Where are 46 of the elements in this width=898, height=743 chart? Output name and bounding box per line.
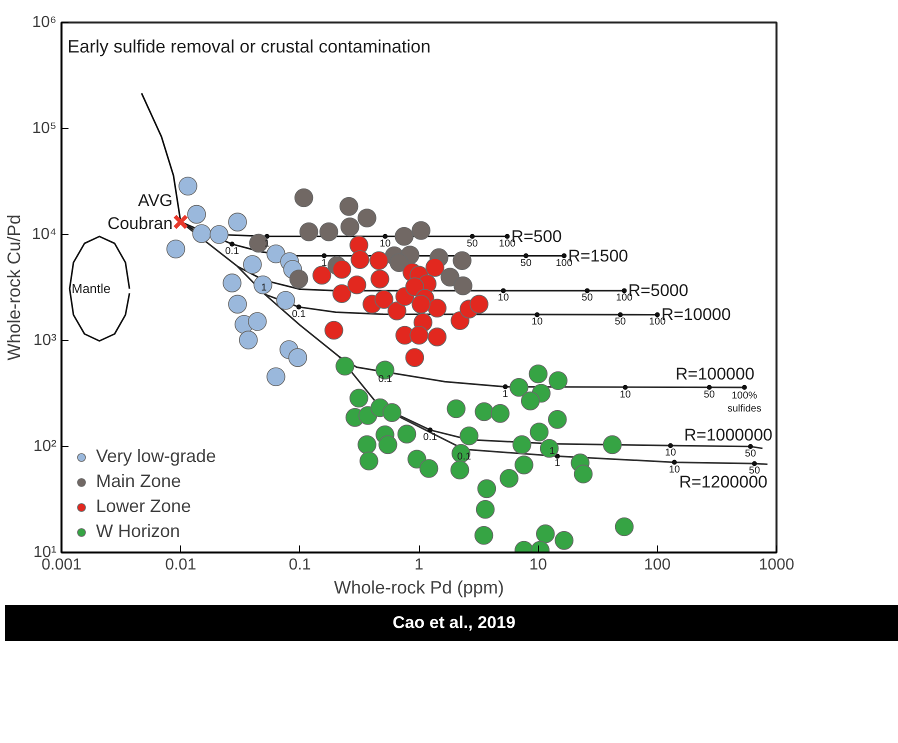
annotation: 10 (532, 316, 544, 328)
legend-label: W Horizon (96, 521, 180, 542)
y-tick-label: 10⁶ (32, 14, 57, 31)
annotation: 0.1 (423, 432, 438, 444)
annotation: 50 (466, 238, 478, 250)
annotation: AVG Coubran (107, 190, 173, 233)
x-tick-label: 100 (644, 556, 671, 574)
legend-label: Very low-grade (96, 446, 216, 467)
y-tick-label: 10⁵ (32, 120, 57, 137)
legend-label: Lower Zone (96, 496, 192, 517)
annotation: 0.1 (225, 246, 240, 258)
legend-label: Main Zone (96, 471, 182, 492)
annotation: 50 (744, 448, 756, 460)
annotation: 50 (582, 292, 594, 304)
annotation: 1 (554, 458, 561, 470)
annotation: 50 (704, 389, 716, 400)
x-tick-label: 0.001 (41, 556, 82, 574)
y-tick-label: 10³ (33, 332, 58, 349)
y-axis-title: Whole-rock Cu/Pd (4, 214, 24, 361)
annotation: R=1000000 (684, 425, 773, 444)
x-tick-label: 0.01 (165, 556, 196, 574)
annotation: Mantle (72, 281, 111, 296)
x-axis-title: Whole-rock Pd (ppm) (334, 578, 504, 598)
annotation: 1 (502, 388, 509, 400)
annotation: 10 (498, 292, 510, 304)
annotation: Early sulfide removal or crustal contamination (68, 36, 431, 56)
annotation: 100% sulfides (727, 390, 762, 415)
annotation: R=100000 (675, 364, 754, 384)
annotation: 0.1 (292, 309, 306, 320)
x-tick-label: 0.1 (288, 556, 312, 574)
annotation: 50 (520, 258, 532, 269)
x-tick-label: 1000 (758, 556, 794, 574)
text: Cao et al., 2019 (392, 612, 516, 634)
x-tick-label: 10 (529, 556, 548, 574)
y-tick-label: 10⁴ (32, 226, 57, 243)
annotation: 50 (614, 316, 626, 328)
annotation: 10 (620, 389, 632, 400)
annotation: 10 (664, 448, 677, 459)
annotation: 1 (261, 282, 268, 294)
x-tick-label: 1 (414, 556, 424, 574)
annotation: 10 (668, 464, 680, 476)
annotation: 100 (556, 258, 573, 269)
annotation: 10 (380, 238, 392, 250)
annotation: 1 (321, 258, 328, 269)
y-tick-label: 10² (33, 438, 58, 455)
annotation: 1 (549, 446, 556, 457)
